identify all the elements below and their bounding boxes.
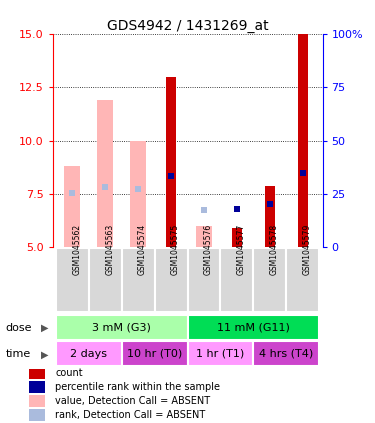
Bar [29,395,45,407]
Text: GSM1045577: GSM1045577 [237,224,246,275]
Text: 11 mM (G11): 11 mM (G11) [217,322,290,332]
Text: rank, Detection Call = ABSENT: rank, Detection Call = ABSENT [55,410,206,420]
Bar [188,315,319,340]
Bar [29,381,45,393]
Bar [188,341,254,366]
Text: ▶: ▶ [40,323,48,333]
Bar [130,141,146,247]
Bar [122,341,188,366]
Text: 2 days: 2 days [70,349,107,359]
Bar [154,248,188,312]
Text: GSM1045576: GSM1045576 [204,224,213,275]
Bar [265,186,275,247]
Text: value, Detection Call = ABSENT: value, Detection Call = ABSENT [55,396,210,406]
Text: percentile rank within the sample: percentile rank within the sample [55,382,220,392]
Bar [29,409,45,421]
Bar [97,100,113,247]
Text: GSM1045562: GSM1045562 [72,224,81,275]
Text: time: time [6,349,31,360]
Bar [56,248,89,312]
Bar [286,248,319,312]
Bar [29,367,45,379]
Bar [254,341,319,366]
Bar [56,315,188,340]
Text: 10 hr (T0): 10 hr (T0) [127,349,182,359]
Bar [254,248,286,312]
Bar [298,34,307,247]
Text: GSM1045574: GSM1045574 [138,224,147,275]
Bar [232,228,242,247]
Bar [220,248,254,312]
Text: GDS4942 / 1431269_at: GDS4942 / 1431269_at [106,19,268,33]
Bar [196,226,212,247]
Bar [188,248,220,312]
Bar [64,166,81,247]
Bar [122,248,154,312]
Text: 4 hrs (T4): 4 hrs (T4) [259,349,314,359]
Text: 3 mM (G3): 3 mM (G3) [92,322,151,332]
Text: GSM1045563: GSM1045563 [105,224,114,275]
Text: ▶: ▶ [40,349,48,360]
Bar [89,248,122,312]
Bar [56,341,122,366]
Text: count: count [55,368,83,378]
Text: 1 hr (T1): 1 hr (T1) [196,349,244,359]
Text: GSM1045578: GSM1045578 [270,224,279,275]
Text: dose: dose [6,323,32,333]
Text: GSM1045575: GSM1045575 [171,224,180,275]
Text: GSM1045579: GSM1045579 [303,224,312,275]
Bar [166,77,176,247]
